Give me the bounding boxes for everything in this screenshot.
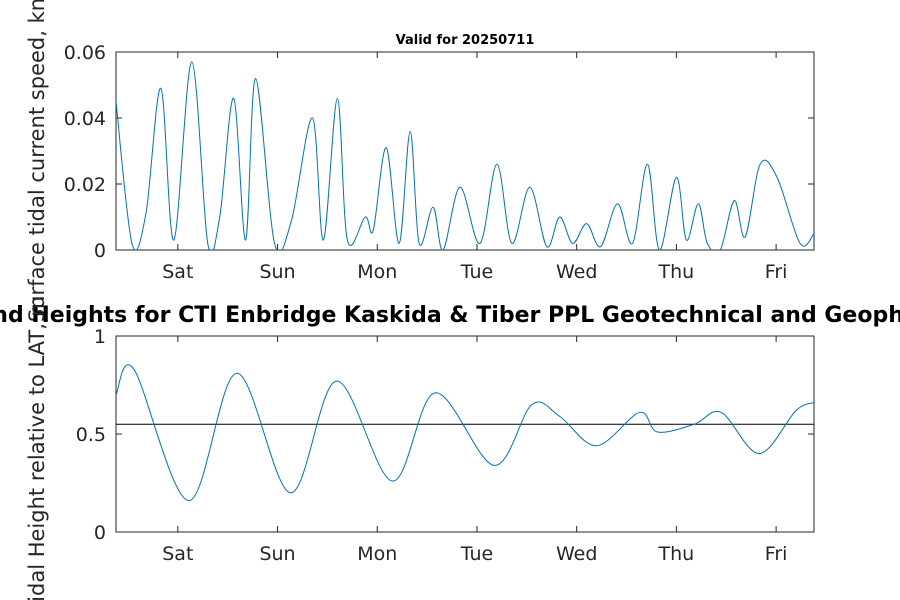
y-tick-label: 0.02: [64, 174, 106, 196]
plot-area: [115, 51, 815, 251]
x-tick-label: Thu: [658, 261, 695, 283]
x-tick-label: Tue: [460, 261, 493, 283]
y-axis-label: Surface tidal current speed, kn: [25, 0, 49, 322]
y-tick-label: 0: [94, 522, 106, 544]
chart-title: Currents and Heights for CTI Enbridge Ka…: [0, 303, 900, 328]
x-tick-label: Wed: [556, 261, 597, 283]
x-tick-label: Sun: [259, 261, 295, 283]
x-tick-label: Sat: [162, 261, 193, 283]
y-tick-label: 0: [94, 240, 106, 262]
x-tick-label: Sat: [162, 543, 193, 565]
current-speed-panel: 0 0.02 0.04 0.06 Sat Sun Mon Tue Wed Thu Fri Valid …: [25, 0, 815, 322]
y-tick-label: 0.5: [76, 424, 106, 446]
x-tick-label: Mon: [357, 543, 397, 565]
tidal-height-panel: 0 0.5 1 Sat Sun Mon Tue Wed Thu Fri Currents and H…: [0, 296, 900, 600]
x-tick-label: Fri: [765, 543, 788, 565]
series-line: [116, 364, 814, 502]
x-tick-label: Mon: [357, 261, 397, 283]
series-line: [116, 61, 814, 250]
x-tick-label: Thu: [658, 543, 695, 565]
plot-area: [115, 335, 815, 533]
y-tick-label: 0.06: [64, 42, 106, 64]
x-tick-label: Fri: [765, 261, 788, 283]
x-tick-label: Tue: [460, 543, 493, 565]
y-tick-label: 1: [94, 326, 106, 348]
x-tick-label: Sun: [259, 543, 295, 565]
y-axis-label: Tidal Height relative to LAT, m: [25, 296, 49, 600]
x-tick-label: Wed: [556, 543, 597, 565]
chart-title: Valid for 20250711: [396, 33, 535, 48]
y-tick-label: 0.04: [64, 108, 106, 130]
